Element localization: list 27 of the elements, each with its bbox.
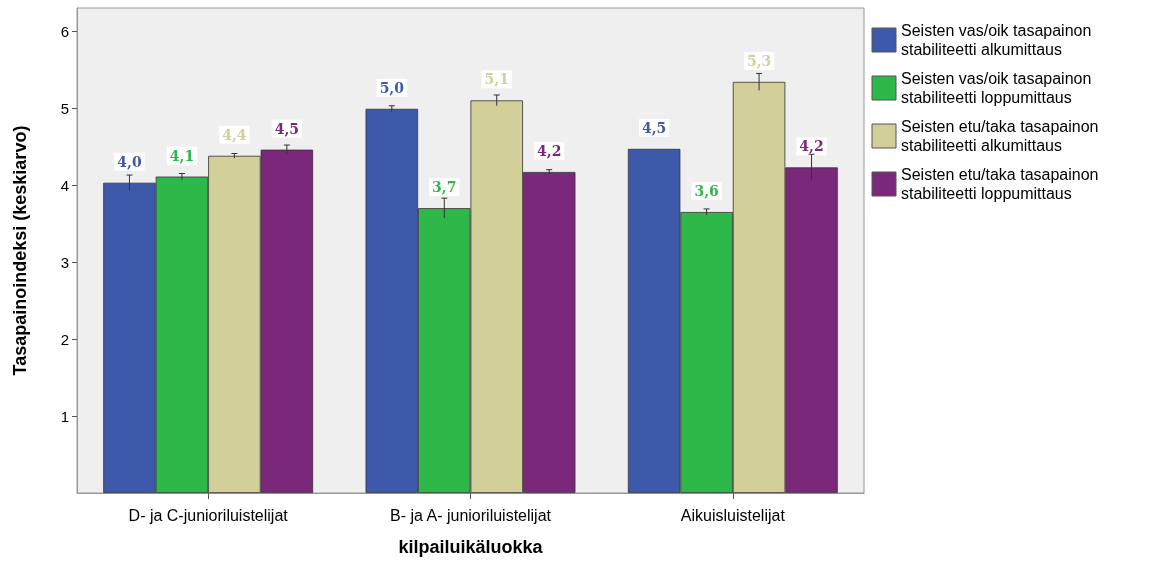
y-axis-title: Tasapainoindeksi (keskiarvo) xyxy=(10,125,30,376)
x-tick-label: D- ja C-junioriluistelijat xyxy=(128,506,289,524)
y-tick-label: 1 xyxy=(60,407,69,425)
data-label: 5,0 xyxy=(379,79,405,96)
legend-label: Seisten vas/oik tasapainon stabiliteetti loppumittaus xyxy=(901,70,1096,106)
x-axis-title: kilpailuikäluokka xyxy=(398,537,544,557)
x-tick-label: Aikuisluistelijat xyxy=(680,506,786,524)
data-label: 4,1 xyxy=(169,147,195,164)
x-tick-label: B- ja A- junioriluistelijat xyxy=(390,506,552,524)
y-tick-label: 2 xyxy=(60,330,69,348)
data-label: 3,7 xyxy=(432,179,457,196)
legend-label: Seisten etu/taka tasapainon stabiliteetti alkumittaus xyxy=(901,118,1103,154)
data-label: 4,2 xyxy=(799,138,824,155)
data-label: 4,0 xyxy=(117,153,142,170)
y-tick-label: 3 xyxy=(60,253,69,271)
data-label: 5,1 xyxy=(484,71,509,88)
y-tick-label: 4 xyxy=(60,176,69,194)
data-label: 4,5 xyxy=(274,120,300,137)
data-label: 4,2 xyxy=(537,142,562,159)
data-label: 4,4 xyxy=(222,126,247,143)
legend-label: Seisten vas/oik tasapainon stabiliteetti alkumittaus xyxy=(901,22,1096,58)
legend-label: Seisten etu/taka tasapainon stabiliteetti loppumittaus xyxy=(901,166,1103,202)
y-tick-label: 5 xyxy=(60,99,69,117)
y-tick-label: 6 xyxy=(60,22,69,40)
data-label: 4,5 xyxy=(641,119,667,136)
data-label: 5,3 xyxy=(746,52,772,69)
data-label: 3,6 xyxy=(694,183,719,200)
